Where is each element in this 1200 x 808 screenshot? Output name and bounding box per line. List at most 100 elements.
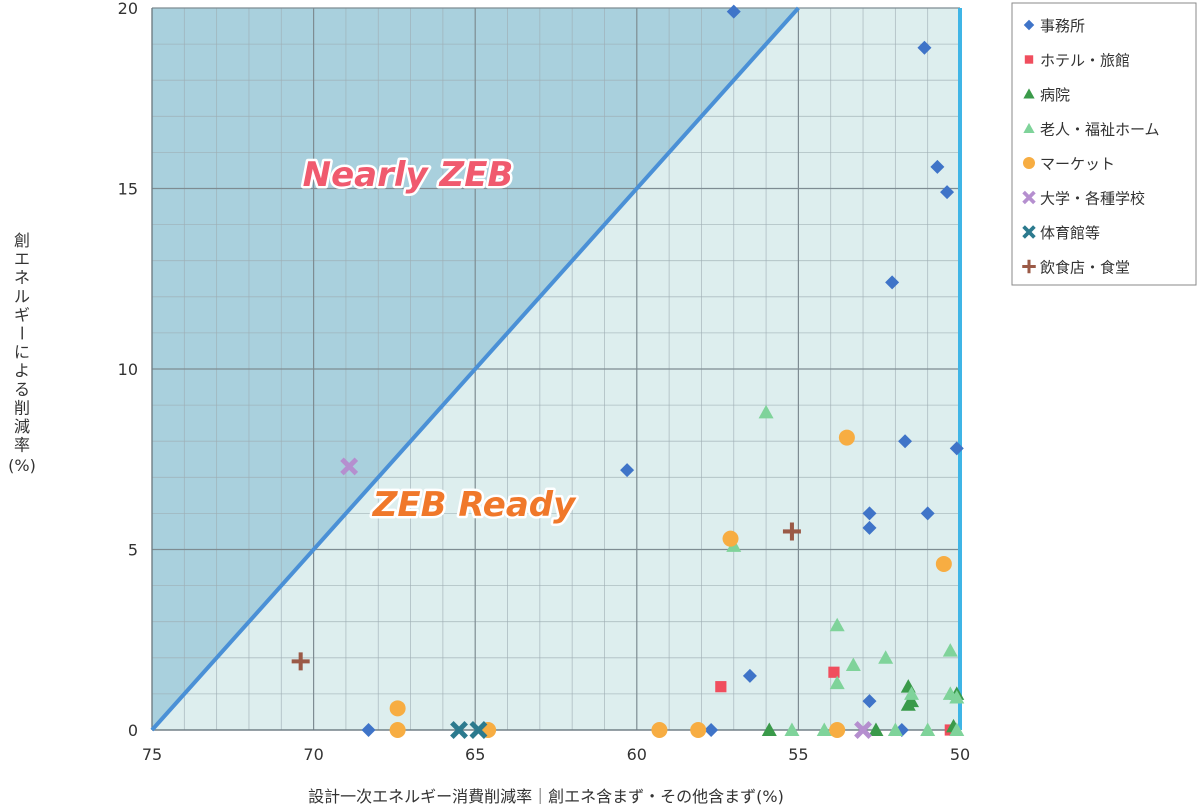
data-point: [868, 722, 884, 736]
y-tick-label: 0: [128, 721, 138, 740]
data-point: [917, 40, 932, 55]
legend: 事務所ホテル・旅館病院老人・福祉ホームマーケット大学・各種学校体育館等飲食店・食…: [1011, 2, 1197, 286]
data-point: [389, 722, 406, 738]
data-point: [900, 697, 916, 711]
data-point: [949, 690, 965, 704]
series-1: [361, 4, 964, 737]
data-point: [742, 668, 757, 683]
data-point: [829, 675, 845, 690]
data-point: [887, 722, 903, 736]
legend-marker: [1022, 259, 1036, 274]
legend-label: 大学・各種学校: [1040, 190, 1145, 208]
data-point: [782, 522, 801, 541]
data-point: [816, 722, 832, 736]
legend-label: ホテル・旅館: [1040, 52, 1130, 70]
data-point: [829, 617, 845, 632]
data-point: [761, 722, 777, 736]
data-point: [885, 275, 900, 290]
data-point: [920, 506, 935, 521]
y-axis-title-char: 減: [14, 417, 30, 436]
y-axis-title-unit: (%): [8, 456, 36, 475]
axis-ticks: 75 70 65 60 55 50 0 5 10 15 20: [118, 0, 971, 764]
legend-label: 事務所: [1040, 17, 1085, 35]
x-tick-label: 50: [950, 745, 970, 764]
y-axis-title-char: 創: [14, 231, 30, 250]
x-tick-label: 60: [627, 745, 647, 764]
series-7: [450, 721, 488, 739]
y-tick-label: 10: [118, 360, 138, 379]
boundary-lines: [150, 6, 962, 732]
data-point: [361, 723, 376, 737]
data-point: [389, 700, 406, 717]
y-axis-title-char: る: [14, 380, 30, 399]
data-point: [845, 657, 861, 672]
data-point: [651, 722, 668, 738]
data-point: [722, 530, 739, 547]
legend-label: 体育館等: [1040, 224, 1100, 242]
data-point: [940, 185, 955, 200]
y-axis-title-char: ー: [12, 325, 31, 341]
data-point: [862, 694, 877, 709]
legend-marker: [1023, 122, 1035, 133]
data-point: [784, 722, 800, 736]
data-point: [758, 404, 774, 419]
data-point: [878, 650, 894, 664]
data-point: [715, 681, 727, 693]
nearly-zeb-boundary-line: [150, 6, 800, 732]
legend-marker: [1022, 190, 1036, 205]
y-tick-label: 5: [128, 541, 138, 560]
zeb-ready-label: ZEB Ready: [372, 485, 577, 525]
data-point: [828, 666, 840, 678]
x-tick-label: 75: [142, 745, 162, 764]
data-point: [291, 652, 310, 671]
y-axis-title-char: エ: [14, 250, 30, 269]
legend-marker: [1023, 88, 1035, 99]
y-axis-title-char: ネ: [14, 268, 30, 287]
legend-label: 病院: [1040, 86, 1070, 104]
data-point: [920, 722, 936, 736]
data-point: [898, 434, 913, 449]
legend-marker: [1022, 225, 1036, 239]
x-tick-label: 65: [465, 745, 485, 764]
x-axis-title: 設計一次エネルギー消費削減率｜創エネ含まず・その他含まず(%): [308, 787, 784, 806]
x-tick-label: 55: [788, 745, 808, 764]
data-point: [704, 723, 719, 737]
data-point: [340, 457, 359, 476]
data-point: [469, 721, 488, 739]
y-axis-title-char: よ: [14, 361, 30, 380]
data-point: [930, 159, 945, 174]
data-point: [726, 4, 741, 19]
legend-label: 老人・福祉ホーム: [1040, 121, 1160, 139]
y-tick-label: 20: [118, 0, 138, 18]
data-point: [935, 555, 952, 572]
legend-marker: [1024, 55, 1034, 64]
data-point: [854, 721, 872, 739]
data-point: [838, 429, 855, 446]
data-point: [450, 721, 468, 739]
data-point: [904, 686, 920, 700]
legend-box: [1011, 2, 1197, 286]
region-labels: Nearly ZEB ZEB Ready: [300, 153, 579, 528]
series-5: [389, 429, 952, 738]
legend-marker: [1023, 19, 1035, 31]
data-point: [829, 722, 846, 738]
y-axis-title-char: 削: [14, 398, 30, 417]
nearly-zeb-label: Nearly ZEB: [303, 155, 514, 195]
legend-label: マーケット: [1040, 155, 1115, 173]
data-point: [690, 722, 707, 738]
y-axis-title-char: 率: [14, 436, 30, 455]
legend-marker: [1023, 157, 1035, 169]
series-8: [291, 522, 801, 671]
data-point: [862, 506, 877, 521]
data-point: [942, 643, 958, 657]
series-4: [726, 404, 965, 736]
y-tick-label: 15: [118, 180, 138, 199]
data-point: [949, 441, 964, 456]
y-axis-title-char: ギ: [14, 305, 30, 324]
data-points: [291, 4, 965, 739]
data-point: [862, 520, 877, 535]
series-6: [340, 457, 872, 739]
y-axis-title-char: に: [14, 343, 30, 362]
